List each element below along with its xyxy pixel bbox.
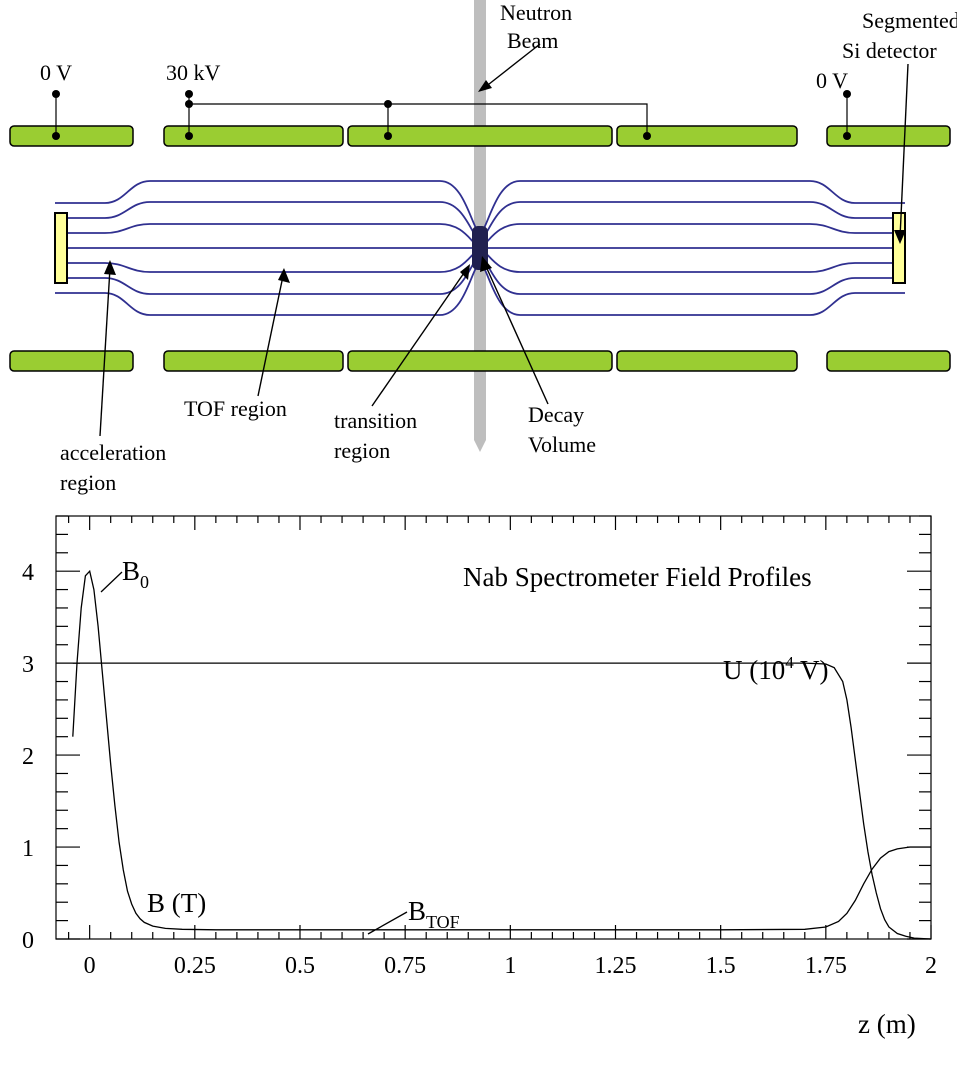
potential-curve [72,662,932,940]
electrode-lower-2 [163,350,344,372]
transition-region-label-line1: transition [334,408,417,433]
electrode-lower-1 [9,350,134,372]
x-tick-label: 0.75 [384,953,426,979]
y-tick-label: 3 [22,652,34,678]
u-series-label: U (104 V) [723,653,829,685]
annotation-arrows [99,43,909,437]
segmented-detector-label-line2: Si detector [842,38,937,63]
electrode-upper-1 [9,125,134,147]
x-axis-label: z (m) [858,1009,916,1039]
x-tick-label: 1.25 [594,953,636,979]
voltage-label-left: 0 V [40,60,72,85]
spectrometer-diagram: Neutron Beam Segmented Si detector 0 V 3… [9,0,957,495]
x-tick-label: 2 [925,953,937,979]
y-tick-label: 0 [22,928,34,954]
x-tick-label: 1.75 [805,953,847,979]
tof-region-label: TOF region [184,396,287,421]
detector-left [54,212,68,284]
transition-region-label-line2: region [334,438,390,463]
btof-label: BTOF [408,896,460,932]
x-tick-label: 1.5 [706,953,736,979]
acceleration-region-label-line2: region [60,470,116,495]
voltage-label-30kv: 30 kV [166,60,221,85]
electrode-upper-2 [163,125,344,147]
electrode-lower-5 [826,350,951,372]
x-tick-label: 1 [504,953,516,979]
electrode-wiring [52,90,851,140]
electrode-lower-4 [616,350,798,372]
neutron-beam-label-line2: Beam [507,28,558,53]
b-series-label: B (T) [147,888,206,918]
plot-frame [55,515,932,940]
voltage-label-right: 0 V [816,68,848,93]
y-tick-label: 2 [22,744,34,770]
y-tick-label: 1 [22,836,34,862]
acceleration-region-label-line1: acceleration [60,440,166,465]
electrode-upper-3 [347,125,613,147]
b0-label: B0 [122,556,149,592]
b0-pointer [100,571,123,593]
b-field-curve [72,569,931,931]
electrode-lower-3 [347,350,613,372]
series-curves [72,569,932,940]
field-profile-chart: 0 0.25 0.5 0.75 1 1.25 1.5 1.75 2 0 1 2 3 4 Nab Spec… [22,515,937,1039]
chart-title: Nab Spectrometer Field Profiles [463,562,812,592]
decay-volume-label-line2: Volume [528,432,596,457]
detector-right [892,212,906,284]
x-axis-ticks: 0 0.25 0.5 0.75 1 1.25 1.5 1.75 2 [68,516,937,979]
decay-volume-label-line1: Decay [528,402,584,427]
x-tick-label: 0 [84,953,96,979]
x-tick-label: 0.5 [285,953,315,979]
neutron-beam-label-line1: Neutron [500,0,572,25]
electrode-upper-4 [616,125,798,147]
btof-pointer [367,911,408,935]
electrode-upper-5 [826,125,951,147]
x-tick-label: 0.25 [174,953,216,979]
y-axis-ticks: 0 1 2 3 4 [22,515,931,954]
y-tick-label: 4 [22,560,34,586]
segmented-detector-label-line1: Segmented [862,8,957,33]
